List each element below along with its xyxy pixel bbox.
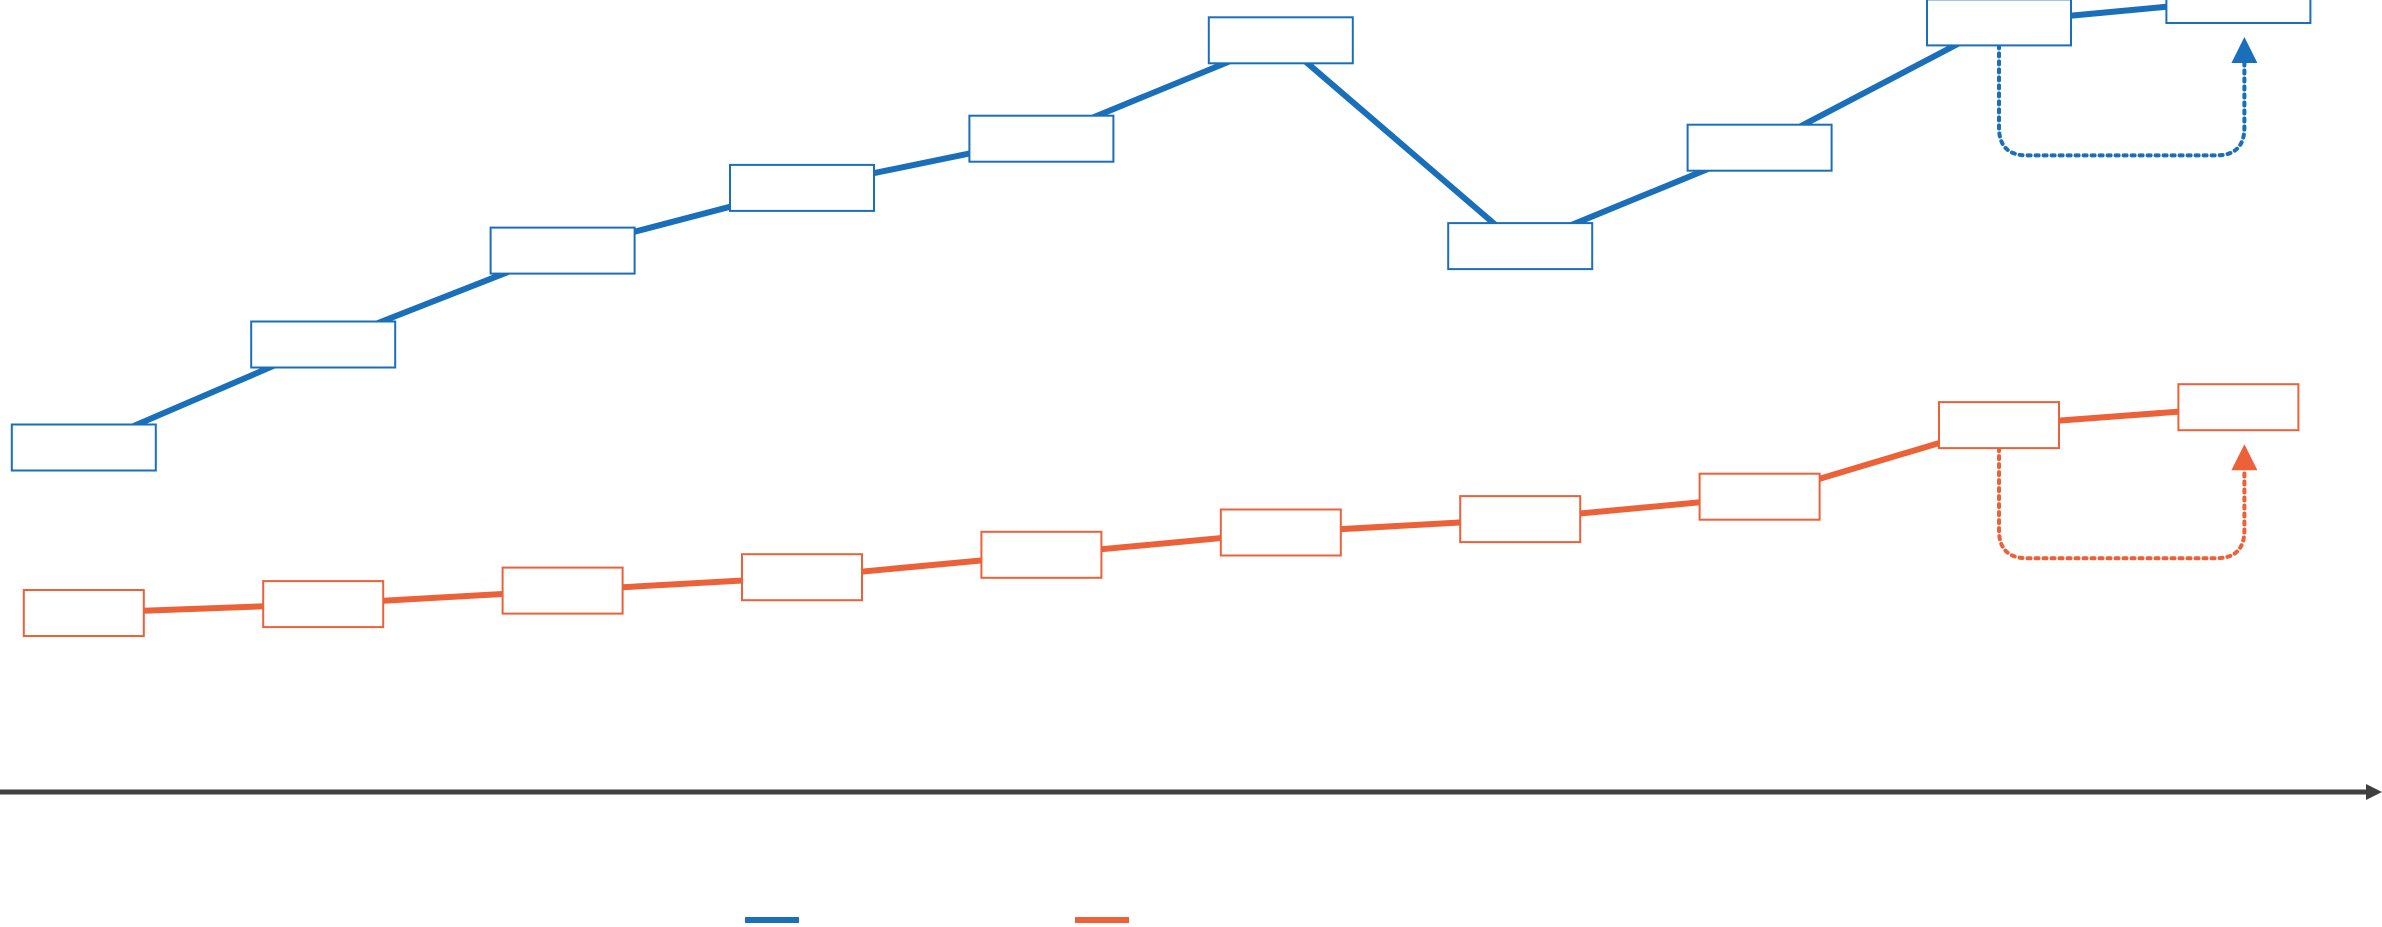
series-line-2 bbox=[83, 404, 2239, 616]
data-label-box bbox=[2177, 383, 2300, 432]
data-label-box bbox=[968, 114, 1115, 163]
data-label-box bbox=[10, 423, 157, 472]
data-label-box bbox=[489, 226, 636, 275]
data-label-layer bbox=[10, 0, 2312, 637]
data-label-box bbox=[1447, 222, 1594, 271]
data-label-box bbox=[1207, 16, 1354, 65]
data-label-s1-2 bbox=[250, 320, 397, 369]
data-label-box bbox=[1459, 495, 1582, 544]
data-label-s2-7 bbox=[1459, 495, 1582, 544]
dotted-arrow-2 bbox=[1997, 446, 2247, 561]
data-label-s2-2 bbox=[262, 580, 385, 629]
data-label-s1-10 bbox=[2165, 0, 2312, 24]
data-label-s1-4 bbox=[729, 163, 875, 212]
data-label-s2-4 bbox=[741, 553, 863, 602]
data-label-s2-3 bbox=[501, 566, 624, 615]
arrow-head-1 bbox=[2231, 37, 2258, 63]
data-label-box bbox=[1698, 472, 1821, 521]
data-label-box bbox=[250, 320, 397, 369]
data-label-box bbox=[1926, 0, 2072, 47]
data-label-s1-6 bbox=[1207, 16, 1354, 65]
data-label-s1-7 bbox=[1447, 222, 1594, 271]
data-label-s1-9 bbox=[1926, 0, 2072, 47]
data-label-s1-5 bbox=[968, 114, 1115, 163]
data-label-box bbox=[1219, 508, 1342, 557]
data-label-box bbox=[741, 553, 863, 602]
data-label-s1-1 bbox=[10, 423, 157, 472]
series-layer bbox=[82, 0, 2239, 616]
x-axis-arrow-icon bbox=[2366, 784, 2382, 800]
dotted-arrow-1 bbox=[1997, 43, 2247, 158]
data-label-s2-9 bbox=[1938, 401, 2060, 450]
data-label-s2-5 bbox=[980, 530, 1103, 579]
annotation-layer bbox=[1997, 37, 2258, 561]
data-label-s1-8 bbox=[1686, 123, 1833, 172]
data-label-box bbox=[501, 566, 624, 615]
data-label-box bbox=[1938, 401, 2060, 450]
data-label-s2-10 bbox=[2177, 383, 2300, 432]
data-label-s2-1 bbox=[22, 589, 145, 637]
data-label-box bbox=[22, 589, 145, 637]
data-label-box bbox=[262, 580, 385, 629]
data-label-box bbox=[729, 163, 875, 212]
x-axis bbox=[0, 784, 2382, 800]
data-label-s2-6 bbox=[1219, 508, 1342, 557]
data-label-box bbox=[980, 530, 1103, 579]
data-label-box bbox=[2165, 0, 2312, 24]
data-label-s2-8 bbox=[1698, 472, 1821, 521]
arrow-head-2 bbox=[2231, 444, 2258, 471]
data-label-s1-3 bbox=[489, 226, 636, 275]
data-label-box bbox=[1686, 123, 1833, 172]
series-line-1 bbox=[82, 0, 2239, 451]
